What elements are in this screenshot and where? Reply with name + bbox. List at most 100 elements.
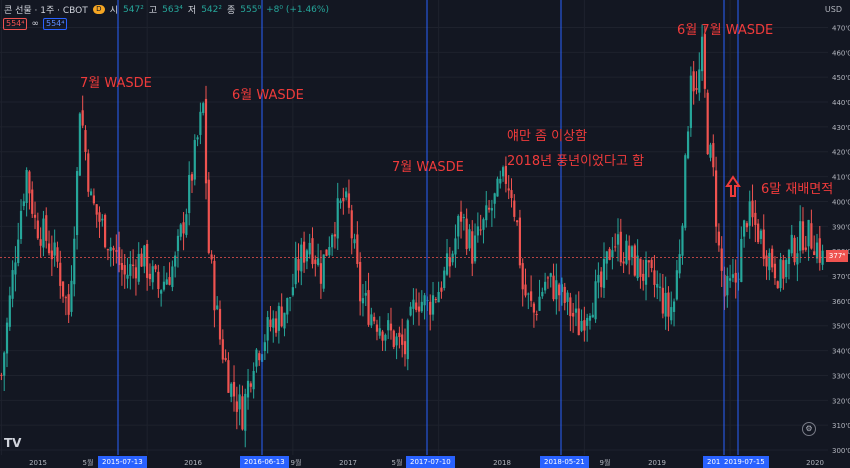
candle-body: [785, 259, 788, 278]
annotation-odd-2018: 얘만 좀 이상함: [507, 129, 588, 144]
candle-body: [269, 319, 272, 327]
candle-body: [448, 257, 451, 267]
candle-body: [19, 210, 23, 240]
candle-body: [423, 295, 426, 306]
candle-body: [378, 328, 381, 336]
candle-body: [594, 281, 597, 320]
candle-body: [653, 270, 656, 285]
x-tick-label: 5월: [83, 458, 94, 467]
y-tick-label: 450'0: [832, 74, 850, 82]
high-value: 563⁴: [162, 4, 183, 15]
candle-body: [238, 394, 241, 410]
date-tag-2018: 2018-05-21: [540, 456, 589, 468]
candle-body: [619, 231, 622, 263]
candle-body: [628, 245, 631, 261]
candle-body: [745, 223, 749, 228]
candle-body: [244, 393, 247, 431]
candle-body: [754, 212, 757, 226]
candle-body: [331, 234, 334, 248]
candle-body: [675, 270, 678, 300]
candle-body: [162, 281, 166, 290]
y-tick-label: 410'0: [832, 174, 850, 182]
candle-body: [384, 334, 387, 341]
candle-body: [126, 274, 129, 279]
candle-body: [530, 291, 533, 301]
candle-body: [353, 239, 356, 244]
y-tick-label: 430'0: [832, 124, 850, 132]
candle-body: [283, 312, 286, 329]
candle-body: [255, 349, 258, 367]
annotation-july-wasde-2017: 7월 WASDE: [392, 160, 464, 175]
candle-body: [115, 250, 118, 252]
candle-body: [457, 216, 460, 237]
candle-body: [322, 254, 325, 289]
candle-body: [757, 223, 760, 243]
candle-body: [101, 218, 104, 221]
delayed-badge: D: [92, 5, 105, 14]
x-tick-label: 2017: [339, 459, 357, 467]
candle-body: [325, 249, 328, 256]
candle-body: [0, 374, 3, 376]
candle-body: [373, 316, 376, 322]
candle-body: [272, 318, 275, 328]
candle-body: [232, 382, 236, 397]
candle-body: [417, 306, 421, 312]
eye-icon[interactable]: ∞: [31, 19, 39, 29]
candle-body: [53, 242, 56, 256]
candle-body: [342, 197, 345, 202]
candle-body: [743, 220, 746, 237]
candle-body: [748, 201, 751, 226]
candle-body: [196, 137, 199, 140]
candle-body: [656, 283, 659, 288]
x-tick-label: 2018: [493, 459, 511, 467]
indicator-value-right[interactable]: 554⁴: [42, 18, 68, 30]
candle-body: [81, 110, 84, 126]
currency-label[interactable]: USD: [824, 5, 842, 14]
candle-body: [387, 320, 390, 331]
candle-body: [25, 169, 28, 204]
candle-body: [686, 131, 690, 159]
candle-body: [401, 334, 404, 345]
settings-gear-icon[interactable]: ⚙: [802, 422, 816, 436]
candle-body: [740, 238, 743, 282]
candle-body: [664, 292, 667, 317]
open-label: 시: [109, 6, 119, 16]
candle-body: [602, 258, 606, 288]
candle-body: [61, 281, 65, 297]
candle-body: [734, 272, 737, 283]
candle-body: [717, 231, 720, 246]
candle-body: [230, 383, 233, 397]
candle-body: [134, 267, 138, 279]
candle-body: [572, 312, 575, 317]
candle-body: [473, 235, 477, 262]
symbol-title[interactable]: 콘 선물 · 1주 · CBOT: [4, 6, 88, 16]
indicator-value-left[interactable]: 554⁴: [3, 18, 28, 30]
candle-body: [726, 275, 729, 296]
candle-body: [639, 258, 642, 277]
candle-body: [482, 219, 485, 230]
x-tick-label: 2016: [184, 459, 202, 467]
candle-body: [336, 198, 339, 239]
candle-body: [359, 261, 362, 302]
x-tick-label: 2015: [29, 459, 47, 467]
candle-body: [356, 234, 359, 264]
candle-body: [535, 314, 538, 316]
candle-body: [3, 352, 6, 376]
candle-body: [776, 281, 779, 289]
candle-body: [518, 217, 522, 266]
candle-body: [689, 75, 692, 128]
candle-body: [137, 253, 140, 282]
tradingview-logo-icon[interactable]: TV: [4, 436, 22, 450]
x-tick-label: 2019: [648, 459, 666, 467]
candle-body: [403, 341, 407, 355]
candle-body: [815, 242, 819, 259]
candle-body: [782, 260, 785, 279]
candle-body: [210, 254, 213, 260]
candle-body: [199, 111, 202, 135]
candle-body: [33, 214, 37, 218]
candle-body: [583, 320, 586, 331]
candle-body: [580, 320, 583, 331]
candle-body: [714, 170, 718, 227]
candle-body: [129, 264, 132, 276]
